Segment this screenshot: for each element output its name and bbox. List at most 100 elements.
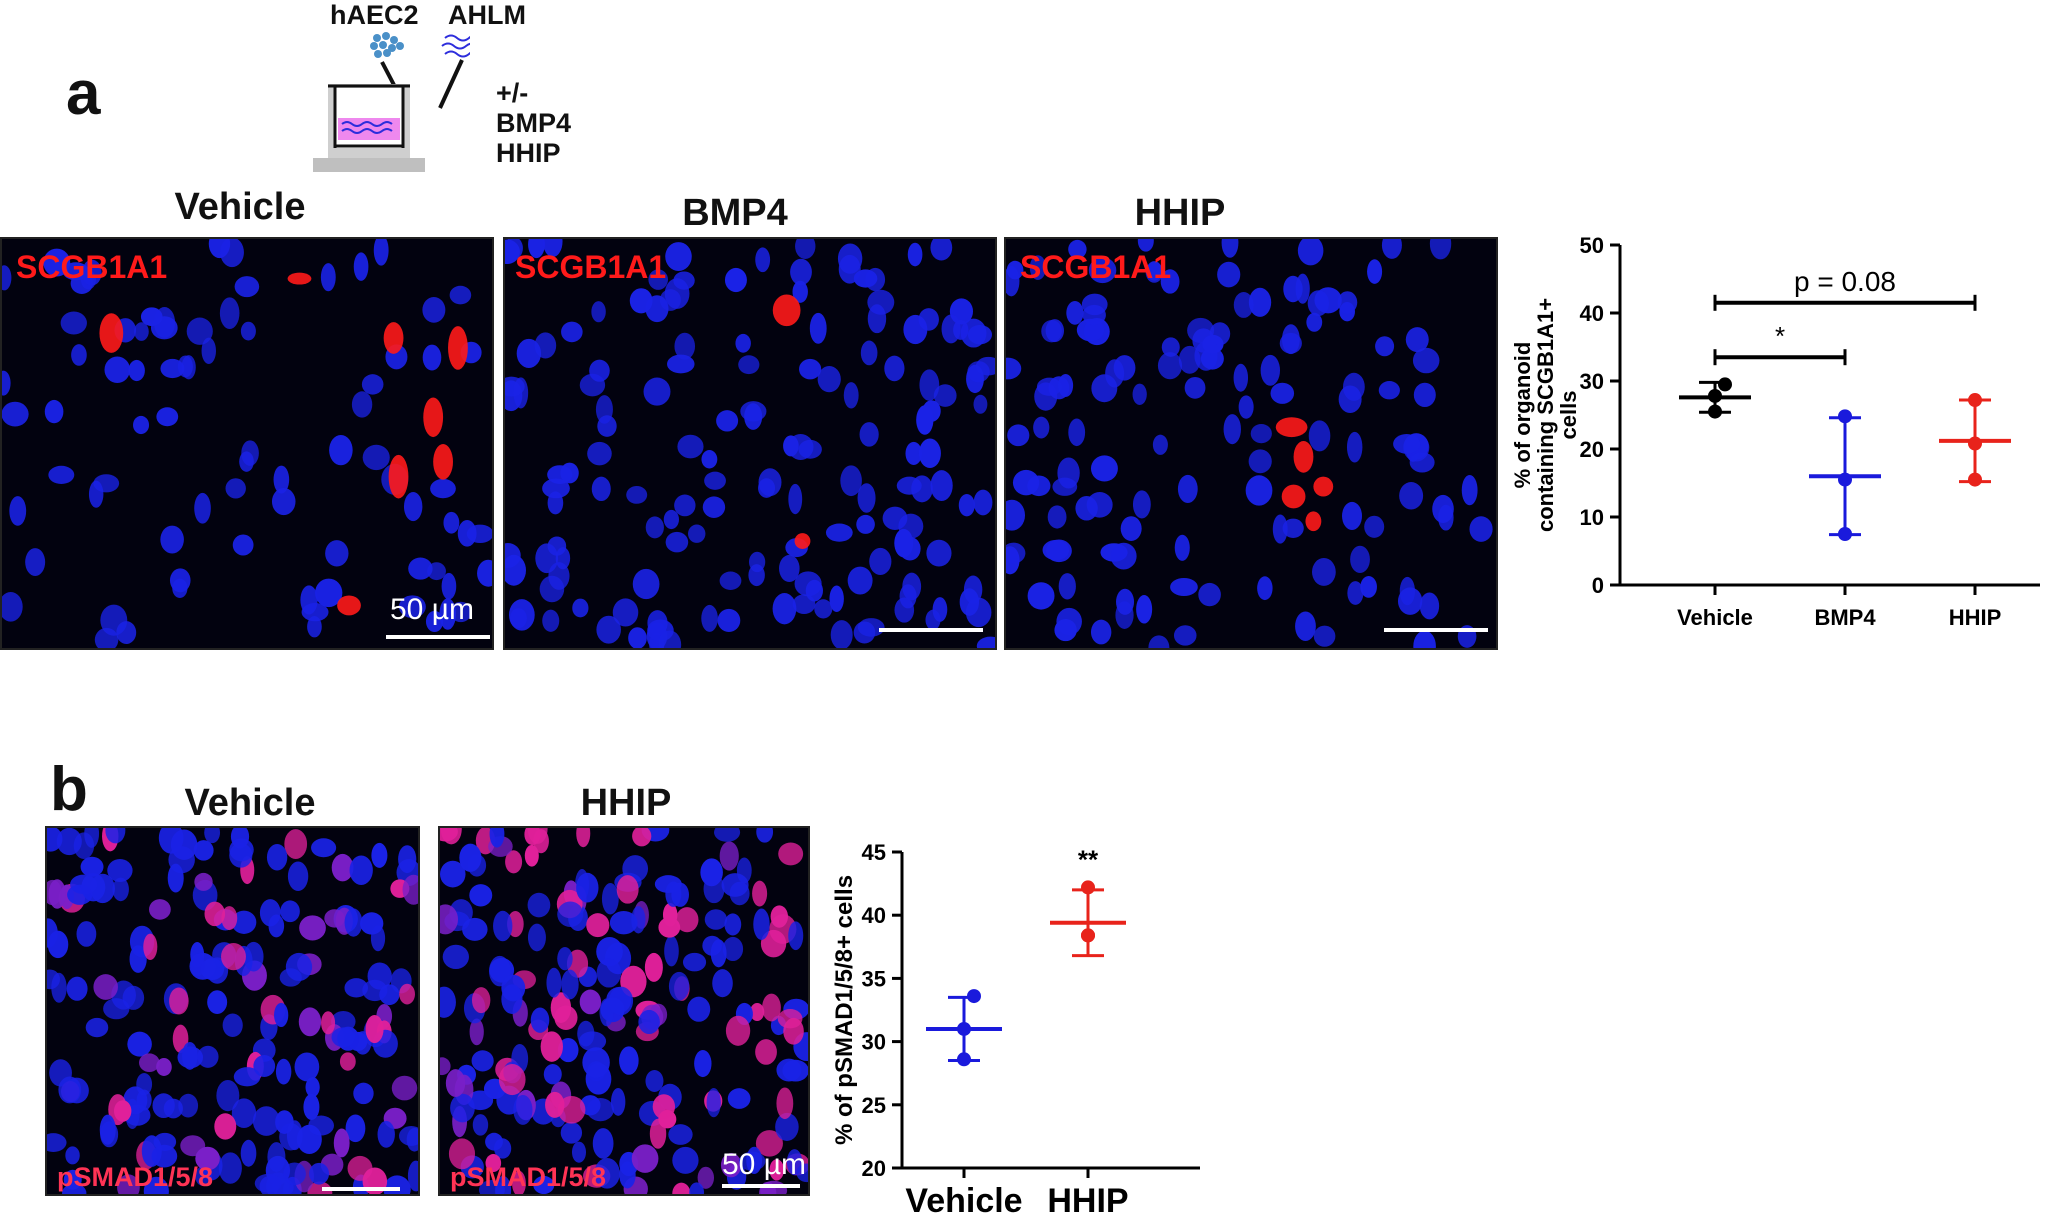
stain-label-psmad: pSMAD1/5/8 [450, 1162, 607, 1192]
nucleus [286, 1120, 303, 1151]
nucleus [25, 548, 46, 577]
nucleus [658, 917, 681, 938]
nucleus [1006, 260, 1024, 280]
nucleus [240, 321, 256, 341]
nucleus [240, 1139, 257, 1167]
nucleus [204, 901, 226, 927]
nucleus [1054, 618, 1077, 642]
nucleus [2, 401, 29, 427]
nucleus [362, 979, 388, 1002]
nucleus [665, 881, 682, 907]
significance-label: p = 0.08 [1794, 266, 1896, 297]
nucleus [1248, 287, 1272, 317]
nucleus [524, 828, 541, 846]
nucleus [1075, 495, 1098, 521]
nucleus [66, 976, 88, 1001]
nucleus [788, 921, 804, 951]
nucleus [439, 598, 457, 630]
nucleus [1132, 383, 1147, 405]
nucleus [459, 843, 482, 872]
nucleus [663, 509, 679, 530]
nucleus [609, 910, 638, 935]
nucleus [542, 609, 560, 632]
nucleus [675, 907, 699, 933]
nucleus [1248, 449, 1272, 474]
nucleus [752, 880, 768, 907]
nucleus [493, 910, 513, 942]
nucleus [933, 384, 957, 407]
nucleus [1137, 239, 1154, 252]
nucleus [612, 598, 639, 627]
nucleus [48, 465, 75, 485]
nucleus [658, 630, 682, 648]
nucleus [1429, 239, 1452, 260]
nucleus [1007, 424, 1030, 447]
scale-bar [386, 635, 490, 639]
nucleus [1120, 516, 1142, 541]
nucleus [534, 332, 557, 359]
nucleus [903, 314, 928, 345]
panel-b-letter: b [50, 755, 88, 824]
nucleus [440, 860, 466, 888]
scale-bar [322, 1187, 400, 1191]
nucleus [279, 968, 302, 987]
panel-b-title-hhip: HHIP [580, 782, 672, 824]
nucleus [440, 828, 458, 842]
nucleus [253, 1055, 276, 1077]
nucleus [1307, 290, 1330, 317]
nucleus [667, 354, 695, 374]
nucleus [466, 524, 492, 544]
nucleus [143, 933, 158, 960]
nucleus [755, 1130, 783, 1157]
panel-a-title-hhip: HHIP [1134, 192, 1226, 234]
nucleus [857, 618, 885, 637]
nucleus [71, 344, 87, 366]
nucleus [626, 485, 648, 504]
data-point [1718, 377, 1732, 392]
nucleus [847, 566, 873, 595]
nucleus [197, 1045, 219, 1068]
nucleus [273, 465, 290, 494]
nucleus [301, 603, 329, 622]
nucleus [333, 1128, 350, 1158]
stain-label-scgb1a1: SCGB1A1 [1020, 249, 1172, 285]
nucleus [755, 247, 771, 273]
nucleus [271, 487, 296, 516]
nucleus [753, 908, 770, 940]
nucleus [225, 478, 246, 499]
nucleus [283, 1162, 306, 1186]
nucleus [1068, 239, 1087, 259]
y-tick-label: 20 [1580, 437, 1604, 462]
nucleus [916, 405, 934, 435]
significance-label: ** [1078, 844, 1099, 874]
nucleus [975, 356, 995, 376]
nucleus [117, 1174, 140, 1194]
nucleus [953, 319, 969, 340]
nucleus [905, 441, 922, 465]
nucleus [233, 1067, 261, 1087]
nucleus [1346, 431, 1363, 463]
nucleus [441, 572, 457, 600]
nucleus [513, 1094, 533, 1125]
nucleus [576, 828, 591, 848]
nucleus [252, 1106, 280, 1136]
data-point [957, 1021, 971, 1036]
nucleus [762, 993, 781, 1022]
nucleus [843, 382, 859, 409]
nucleus [407, 1160, 418, 1192]
nucleus [814, 599, 833, 619]
nucleus [360, 912, 384, 935]
y-tick-label: 40 [862, 903, 886, 928]
nucleus [932, 597, 948, 622]
nucleus [976, 636, 995, 648]
nucleus [629, 288, 653, 314]
nucleus [756, 828, 774, 843]
nucleus [649, 1118, 667, 1149]
nucleus [701, 604, 718, 632]
nucleus [668, 971, 690, 1001]
nucleus [896, 476, 922, 495]
nucleus [1312, 557, 1336, 586]
nucleus [830, 620, 853, 648]
nucleus [769, 1159, 784, 1181]
nucleus [795, 239, 816, 260]
